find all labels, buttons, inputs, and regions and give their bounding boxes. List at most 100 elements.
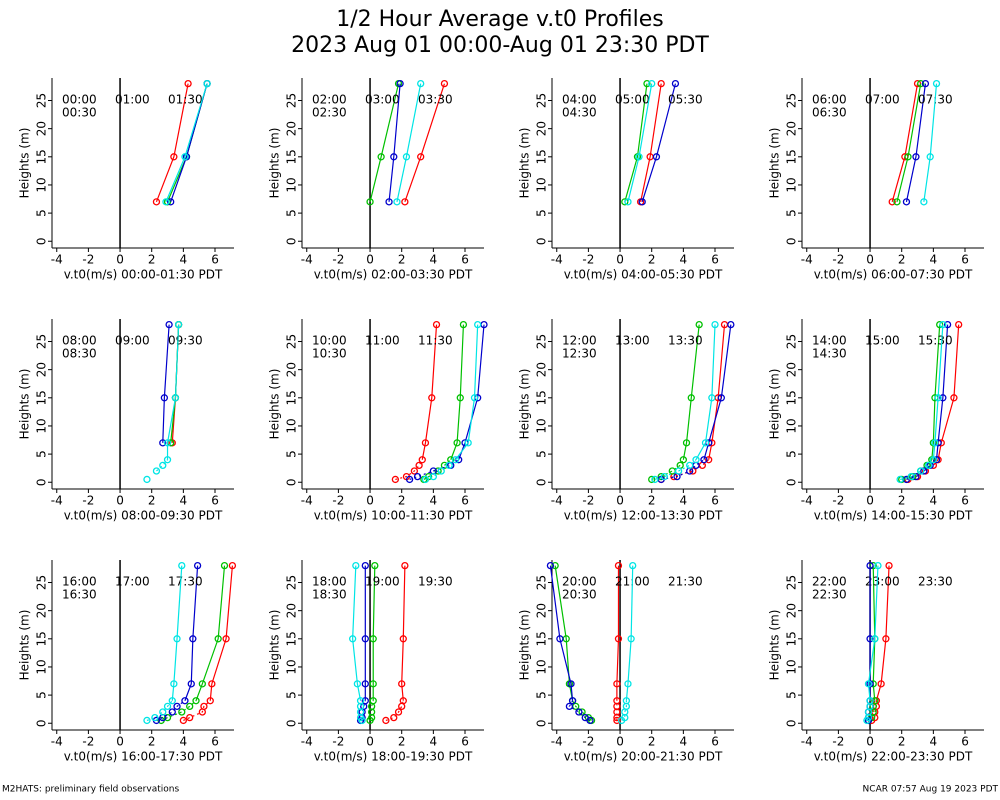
legend-label: 06:00 — [812, 93, 847, 107]
profile-point — [904, 153, 912, 161]
x-tick-label: 6 — [211, 253, 219, 267]
y-tick-label: 5 — [35, 691, 49, 699]
profile-point — [151, 713, 159, 722]
x-tick-label: 4 — [930, 735, 938, 749]
legend-label: 00:30 — [62, 106, 97, 120]
profile-point — [193, 561, 202, 570]
profile-point — [168, 708, 176, 716]
x-tick-label: 4 — [930, 253, 938, 267]
profile-line — [935, 324, 949, 460]
profile-point — [206, 697, 214, 705]
y-tick-label: 25 — [35, 334, 49, 349]
x-tick-label: 4 — [180, 735, 188, 749]
profile-line — [450, 324, 465, 460]
profile-point — [692, 456, 700, 464]
profile-line — [868, 700, 876, 721]
profile-point — [228, 561, 237, 570]
profile-point — [581, 713, 589, 722]
y-tick-label: 10 — [785, 659, 799, 674]
x-tick-label: -4 — [51, 735, 63, 749]
x-axis-label: v.t0(m/s) 02:00-03:30 PDT — [314, 268, 473, 282]
y-axis-label: Heights (m) — [18, 369, 32, 440]
profile-point — [390, 713, 398, 722]
x-axis-label: v.t0(m/s) 08:00-09:30 PDT — [64, 509, 223, 523]
profile-point — [627, 635, 635, 643]
profile-point — [160, 394, 169, 402]
legend-label: 01:30 — [168, 93, 203, 107]
y-tick-label: 15 — [535, 390, 549, 405]
legend-label: 12:30 — [562, 347, 597, 361]
legend-label: 15:00 — [865, 334, 900, 348]
profile-point — [171, 394, 180, 402]
profile-point — [413, 472, 422, 481]
profile-point — [866, 561, 874, 570]
profile-point — [635, 153, 643, 161]
profile-point — [621, 198, 629, 206]
y-tick-label: 20 — [285, 362, 299, 377]
x-tick-label: -2 — [82, 735, 94, 749]
profile-line — [395, 459, 423, 481]
profile-point — [187, 680, 195, 688]
profile-point — [162, 198, 170, 206]
x-tick-label: 2 — [898, 253, 906, 267]
profile-line — [554, 565, 574, 701]
title: 1/2 Hour Average v.t0 Profiles — [336, 7, 664, 32]
x-tick-label: 6 — [711, 494, 719, 508]
profile-point — [871, 635, 879, 643]
profile-point — [165, 320, 173, 329]
profile-point — [208, 680, 216, 688]
y-tick-label: 25 — [35, 93, 49, 108]
x-tick-label: -4 — [551, 253, 563, 267]
y-tick-label: 25 — [285, 93, 299, 108]
x-axis-label: v.t0(m/s) 10:00-11:30 PDT — [314, 509, 473, 523]
legend-label: 22:00 — [812, 575, 847, 589]
profile-point — [932, 79, 941, 88]
x-tick-label: 0 — [116, 494, 124, 508]
x-tick-label: 0 — [616, 494, 624, 508]
y-tick-label: 0 — [35, 237, 49, 245]
profile-line — [905, 83, 927, 202]
profile-point — [613, 716, 621, 725]
y-tick-label: 5 — [535, 450, 549, 458]
profile-point — [418, 456, 426, 464]
y-tick-label: 20 — [285, 121, 299, 136]
profile-point — [421, 439, 430, 447]
profile-line — [165, 83, 208, 203]
x-tick-label: -4 — [301, 494, 313, 508]
profile-line — [867, 565, 879, 701]
profile-point — [885, 561, 893, 570]
profile-point — [382, 716, 390, 725]
y-axis-label: Heights (m) — [18, 128, 32, 199]
y-tick-label: 15 — [35, 390, 49, 405]
legend-label: 17:30 — [168, 575, 203, 589]
profile-point — [917, 467, 925, 475]
profile-line — [640, 83, 662, 202]
x-tick-label: 6 — [211, 735, 219, 749]
profile-point — [893, 198, 901, 206]
profile-point — [453, 439, 461, 447]
y-tick-label: 5 — [535, 691, 549, 699]
profile-point — [369, 697, 377, 705]
legend-label: 03:30 — [418, 93, 453, 107]
x-tick-label: -4 — [51, 494, 63, 508]
profile-point — [920, 467, 928, 475]
x-tick-label: 4 — [430, 253, 438, 267]
legend-label: 08:30 — [62, 347, 97, 361]
y-tick-label: 5 — [535, 209, 549, 217]
legend-label: 17:00 — [115, 575, 150, 589]
y-axis-label: Heights (m) — [768, 610, 782, 681]
profile-point — [152, 467, 161, 475]
x-tick-label: 0 — [616, 253, 624, 267]
profile-point — [896, 475, 904, 484]
y-tick-label: 15 — [785, 149, 799, 164]
profile-point — [955, 320, 963, 329]
profile-line — [388, 83, 401, 202]
y-tick-label: 5 — [285, 691, 299, 699]
y-tick-label: 5 — [35, 209, 49, 217]
legend-label: 10:00 — [312, 334, 347, 348]
profile-point — [921, 79, 930, 88]
profile-point — [399, 697, 407, 705]
profile-point — [348, 635, 357, 643]
x-tick-label: 4 — [680, 494, 688, 508]
legend-label: 09:00 — [115, 334, 150, 348]
